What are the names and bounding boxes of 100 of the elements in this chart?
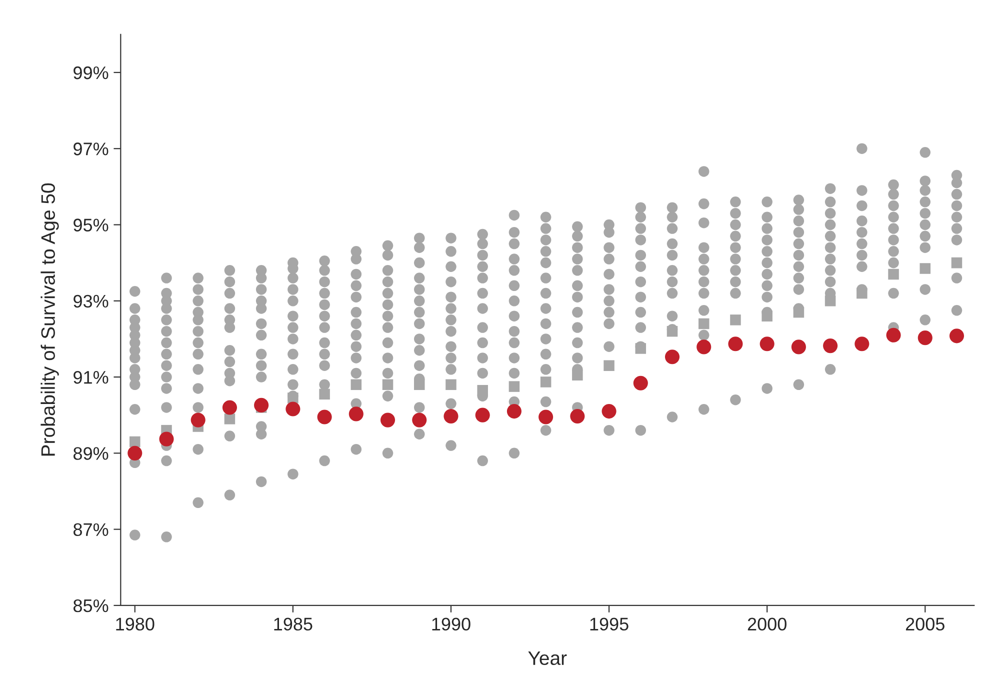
point	[540, 288, 552, 299]
point	[635, 223, 646, 234]
point	[540, 396, 552, 408]
point	[382, 352, 394, 364]
point	[477, 250, 488, 261]
point	[256, 360, 267, 371]
point	[161, 326, 172, 337]
point	[350, 444, 362, 455]
y-tick-label: 95%	[74, 218, 108, 232]
point	[414, 344, 425, 356]
point	[666, 412, 678, 422]
point	[192, 383, 204, 394]
point	[477, 272, 488, 284]
point	[635, 261, 646, 272]
x-tick-label: 1990	[432, 618, 470, 631]
point	[477, 352, 488, 364]
point	[698, 404, 710, 415]
x-tick-label: 2000	[748, 618, 786, 631]
point	[572, 254, 583, 264]
point	[256, 284, 267, 295]
point	[475, 408, 490, 422]
point	[319, 299, 330, 310]
point	[793, 226, 804, 238]
point	[350, 292, 362, 302]
point	[572, 352, 583, 364]
point	[730, 254, 741, 264]
point	[856, 226, 868, 238]
point	[920, 208, 931, 219]
point	[508, 226, 520, 238]
point	[224, 430, 236, 442]
point	[446, 341, 456, 352]
point	[350, 368, 362, 379]
point	[446, 379, 456, 390]
point	[382, 448, 394, 459]
point	[730, 208, 741, 219]
point	[508, 210, 520, 221]
point	[856, 143, 868, 154]
point	[161, 360, 172, 371]
point	[159, 432, 174, 446]
y-tick-label: 99%	[74, 66, 108, 80]
point	[633, 376, 648, 390]
point	[414, 428, 425, 440]
point	[730, 242, 741, 253]
point	[130, 530, 140, 540]
point	[635, 250, 646, 261]
point	[540, 348, 552, 360]
point	[856, 185, 868, 196]
point	[508, 254, 520, 264]
point	[854, 336, 870, 352]
point	[256, 476, 267, 488]
point	[319, 265, 330, 276]
point	[856, 288, 868, 299]
point	[604, 306, 614, 318]
point	[288, 284, 298, 295]
point	[920, 196, 931, 208]
point	[888, 288, 899, 299]
point	[506, 404, 522, 419]
point	[446, 398, 456, 410]
point	[540, 334, 552, 344]
point	[698, 305, 710, 316]
point	[604, 296, 614, 306]
point	[508, 296, 520, 306]
point	[635, 424, 646, 436]
point	[604, 318, 614, 330]
point	[224, 414, 236, 424]
point	[760, 336, 774, 352]
point	[824, 254, 836, 264]
point	[920, 263, 931, 274]
point	[572, 306, 583, 318]
point	[698, 265, 710, 276]
point	[130, 286, 140, 297]
point	[317, 410, 332, 424]
point	[664, 350, 680, 364]
point	[920, 284, 931, 295]
point	[256, 318, 267, 330]
point	[572, 337, 583, 348]
point	[508, 368, 520, 379]
point	[288, 310, 298, 322]
point	[288, 364, 298, 375]
point	[920, 230, 931, 242]
point	[382, 310, 394, 322]
point	[538, 410, 554, 424]
point	[730, 288, 741, 299]
point	[161, 314, 172, 326]
point	[477, 303, 488, 314]
point	[824, 230, 836, 242]
point	[256, 330, 267, 341]
point	[192, 284, 204, 295]
point	[698, 288, 710, 299]
point	[888, 246, 899, 257]
y-tick-label: 93%	[74, 294, 108, 308]
point	[572, 280, 583, 292]
point	[762, 383, 772, 394]
point	[382, 368, 394, 379]
point	[477, 261, 488, 272]
x-tick-label: 1985	[274, 618, 312, 631]
point	[540, 376, 552, 388]
point	[350, 306, 362, 318]
point	[130, 379, 140, 390]
point	[224, 265, 236, 276]
